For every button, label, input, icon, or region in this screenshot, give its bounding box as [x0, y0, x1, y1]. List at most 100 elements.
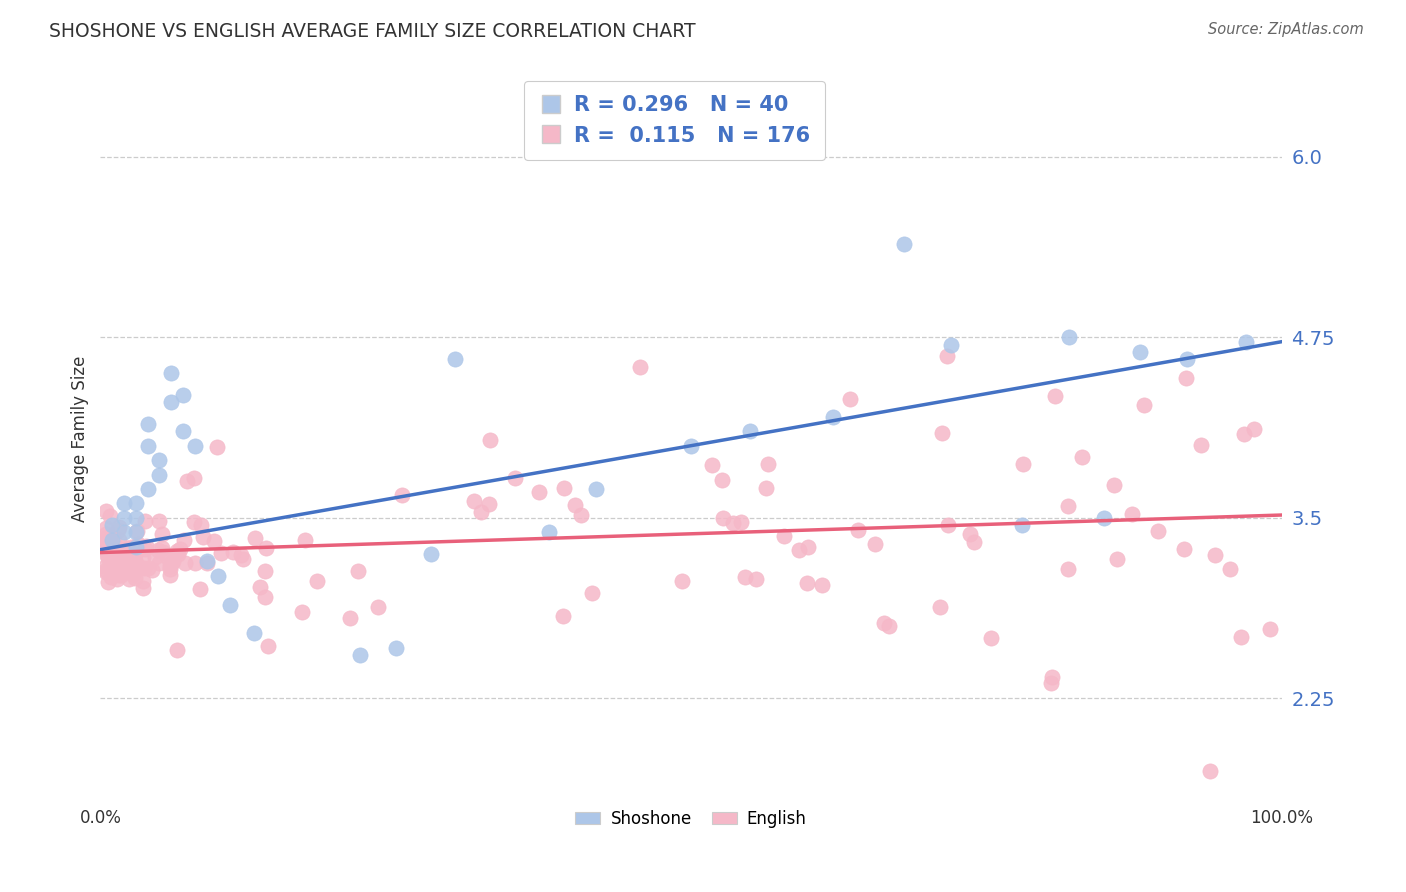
Point: [96, 563, 118, 577]
Point: [108, 533, 131, 548]
Point: [209, 546, 232, 560]
Point: [104, 543, 127, 558]
Point: [156, 551, 179, 566]
Point: [755, 481, 778, 495]
Point: [112, 525, 135, 540]
Point: [939, 337, 962, 351]
Point: [367, 599, 389, 614]
Point: [97, 541, 120, 555]
Point: [821, 409, 844, 424]
Point: [838, 392, 860, 406]
Point: [929, 600, 952, 615]
Point: [124, 561, 146, 575]
Point: [103, 533, 125, 548]
Point: [160, 367, 183, 381]
Point: [96, 566, 118, 580]
Point: [107, 559, 129, 574]
Point: [305, 574, 328, 588]
Point: [243, 532, 266, 546]
Point: [219, 598, 242, 612]
Point: [730, 515, 752, 529]
Point: [160, 395, 183, 409]
Point: [143, 550, 166, 565]
Point: [195, 556, 218, 570]
Point: [96, 533, 118, 547]
Point: [148, 453, 170, 467]
Point: [811, 577, 834, 591]
Point: [671, 574, 693, 588]
Point: [112, 511, 135, 525]
Point: [96, 538, 118, 552]
Point: [98, 509, 121, 524]
Point: [132, 561, 155, 575]
Point: [700, 458, 723, 473]
Point: [110, 568, 132, 582]
Point: [148, 542, 170, 557]
Point: [100, 538, 122, 552]
Point: [98, 544, 121, 558]
Point: [108, 520, 131, 534]
Point: [169, 541, 191, 556]
Point: [229, 549, 252, 563]
Point: [721, 516, 744, 531]
Point: [97, 550, 120, 565]
Point: [160, 557, 183, 571]
Point: [349, 648, 371, 662]
Point: [207, 568, 229, 582]
Point: [121, 561, 143, 575]
Point: [183, 471, 205, 485]
Point: [1189, 438, 1212, 452]
Point: [1204, 548, 1226, 562]
Point: [148, 514, 170, 528]
Point: [195, 554, 218, 568]
Point: [564, 499, 586, 513]
Point: [551, 608, 574, 623]
Point: [124, 549, 146, 563]
Point: [98, 530, 121, 544]
Point: [207, 441, 229, 455]
Point: [478, 496, 501, 510]
Point: [101, 518, 124, 533]
Point: [107, 546, 129, 560]
Point: [679, 439, 702, 453]
Point: [420, 547, 443, 561]
Point: [384, 640, 406, 655]
Point: [96, 527, 118, 541]
Point: [96, 542, 118, 557]
Point: [1129, 344, 1152, 359]
Point: [553, 481, 575, 495]
Point: [124, 552, 146, 566]
Point: [294, 533, 316, 548]
Point: [172, 388, 194, 402]
Point: [734, 569, 756, 583]
Point: [118, 572, 141, 586]
Point: [585, 482, 607, 496]
Point: [132, 549, 155, 564]
Y-axis label: Average Family Size: Average Family Size: [72, 355, 89, 522]
Point: [120, 540, 142, 554]
Point: [96, 521, 118, 535]
Point: [1133, 398, 1156, 412]
Point: [132, 574, 155, 588]
Point: [127, 537, 149, 551]
Point: [107, 523, 129, 537]
Point: [136, 482, 159, 496]
Point: [184, 556, 207, 570]
Point: [291, 605, 314, 619]
Point: [936, 349, 959, 363]
Point: [963, 535, 986, 549]
Point: [112, 560, 135, 574]
Point: [628, 359, 651, 374]
Point: [188, 582, 211, 596]
Point: [112, 496, 135, 510]
Point: [96, 542, 118, 557]
Point: [253, 590, 276, 604]
Point: [127, 524, 149, 539]
Point: [787, 543, 810, 558]
Point: [1057, 330, 1080, 344]
Point: [111, 551, 134, 566]
Point: [101, 533, 124, 547]
Point: [503, 471, 526, 485]
Point: [581, 586, 603, 600]
Point: [1229, 630, 1251, 644]
